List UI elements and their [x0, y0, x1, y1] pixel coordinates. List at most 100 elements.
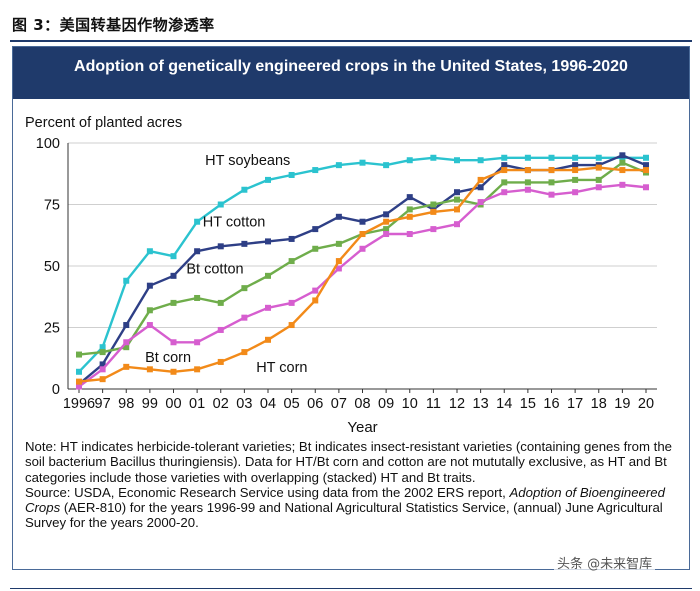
x-tick-label: 02 [213, 396, 229, 412]
note-text: Note: HT indicates herbicide-tolerant va… [25, 439, 672, 485]
data-point-ht-soybeans [146, 248, 153, 255]
y-tick-label: 100 [36, 136, 60, 152]
x-axis-label: Year [347, 419, 377, 436]
data-point-ht-corn [194, 366, 201, 373]
data-point-ht-corn [76, 378, 82, 385]
data-point-bt-corn [99, 366, 106, 373]
data-point-bt-cotton [99, 349, 106, 356]
data-point-ht-corn [359, 231, 366, 238]
data-point-ht-corn [477, 176, 484, 183]
data-point-bt-corn [501, 189, 508, 196]
x-tick-label: 12 [449, 396, 465, 412]
bottom-rule [10, 588, 692, 589]
data-point-bt-cotton [288, 258, 295, 265]
data-point-ht-soybeans [524, 154, 531, 161]
series-line-ht-soybeans [78, 156, 646, 373]
x-tick-label: 10 [402, 396, 418, 412]
data-point-ht-soybeans [288, 171, 295, 178]
data-point-bt-cotton [501, 179, 508, 186]
figure-caption: 图 3：美国转基因作物渗透率 [12, 16, 215, 34]
data-point-ht-corn [572, 167, 579, 174]
data-point-ht-cotton [335, 213, 342, 220]
data-point-ht-corn [123, 363, 130, 370]
data-point-ht-cotton [146, 282, 153, 289]
data-point-bt-cotton [454, 196, 460, 203]
data-point-bt-cotton [123, 344, 130, 351]
data-point-ht-cotton [359, 218, 366, 225]
x-tick-label: 97 [95, 396, 111, 412]
data-point-ht-cotton [265, 238, 271, 245]
series-label-bt-cotton: Bt cotton [186, 261, 243, 277]
data-point-bt-corn [643, 184, 649, 191]
x-tick-label: 09 [378, 396, 394, 412]
data-point-ht-corn [335, 258, 342, 265]
series-line-bt-cotton [78, 161, 647, 356]
data-point-ht-soybeans [359, 159, 366, 166]
x-tick-label: 16 [543, 396, 559, 412]
data-point-ht-cotton [312, 226, 319, 233]
data-point-ht-cotton [99, 361, 106, 368]
data-point-ht-soybeans [76, 368, 82, 375]
data-point-bt-corn [524, 186, 531, 193]
data-point-bt-corn [359, 245, 366, 252]
data-point-ht-soybeans [312, 167, 319, 174]
data-point-ht-cotton [501, 162, 508, 169]
x-tick-label: 05 [284, 396, 300, 412]
data-point-bt-corn [194, 339, 201, 346]
x-tick-label: 13 [473, 396, 489, 412]
data-point-bt-cotton [548, 179, 555, 186]
data-point-bt-corn [170, 339, 177, 346]
data-point-bt-corn [383, 231, 390, 238]
data-point-ht-soybeans [383, 162, 390, 169]
data-point-ht-cotton [454, 189, 460, 196]
x-tick-label: 04 [260, 396, 276, 412]
data-point-ht-corn [501, 167, 508, 174]
data-point-bt-cotton [430, 201, 437, 208]
data-point-bt-cotton [619, 159, 626, 166]
data-point-ht-cotton [383, 211, 390, 218]
data-point-bt-corn [548, 191, 555, 198]
x-tick-label: 11 [426, 396, 441, 412]
x-tick-label: 1996 [63, 396, 95, 412]
data-point-bt-corn [430, 226, 437, 233]
data-point-ht-corn [383, 218, 390, 225]
data-point-bt-cotton [595, 176, 602, 183]
data-point-bt-cotton [335, 240, 342, 247]
data-point-ht-corn [217, 358, 224, 365]
data-point-bt-corn [217, 326, 224, 333]
x-tick-label: 14 [496, 396, 512, 412]
data-point-bt-cotton [383, 226, 390, 233]
data-point-ht-corn [595, 164, 602, 171]
data-point-ht-soybeans [217, 201, 224, 208]
data-point-bt-cotton [217, 299, 224, 306]
x-tick-label: 15 [520, 396, 536, 412]
data-point-bt-corn [335, 265, 342, 272]
series-label-bt-corn: Bt corn [145, 350, 191, 366]
data-point-ht-soybeans [241, 186, 248, 193]
watermark: 头条 @未来智库 [554, 552, 656, 573]
data-point-ht-cotton [217, 243, 224, 250]
data-point-ht-soybeans [430, 154, 437, 161]
x-tick-label: 98 [118, 396, 134, 412]
data-point-bt-cotton [146, 307, 153, 314]
data-point-ht-cotton [170, 272, 177, 279]
chart-title: Adoption of genetically engineered crops… [13, 47, 689, 99]
data-point-bt-corn [146, 322, 153, 329]
data-point-ht-corn [548, 167, 555, 174]
data-point-bt-cotton [312, 245, 319, 252]
source-text: Source: USDA, Economic Research Service … [25, 485, 689, 531]
data-point-ht-corn [312, 297, 319, 304]
data-point-ht-soybeans [335, 162, 342, 169]
data-point-bt-corn [406, 231, 413, 238]
y-tick-label: 25 [44, 321, 60, 337]
data-point-bt-corn [241, 314, 248, 321]
data-point-bt-corn [312, 287, 319, 294]
data-point-ht-corn [406, 213, 413, 220]
data-point-bt-corn [477, 199, 484, 206]
source-before: Source: USDA, Economic Research Service … [25, 484, 510, 500]
data-point-bt-corn [595, 184, 602, 191]
x-tick-label: 20 [638, 396, 654, 412]
source-report-title: Adoption of Bioengineered Crops [25, 484, 665, 516]
data-point-ht-soybeans [454, 157, 460, 164]
top-rule [10, 40, 692, 42]
